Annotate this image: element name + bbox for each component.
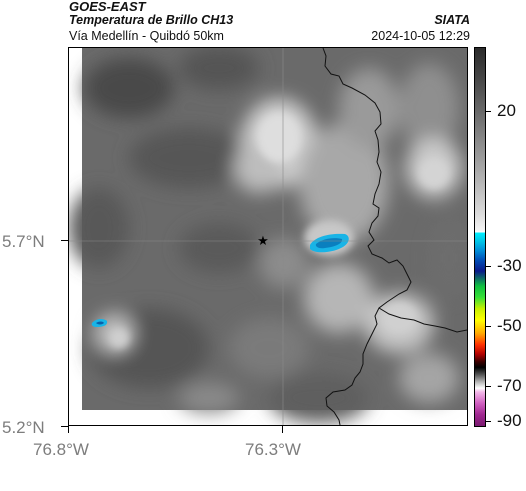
- brightness-field: [69, 48, 467, 423]
- colorbar-tick: [486, 326, 491, 327]
- colorbar-tick: [486, 386, 491, 387]
- colorbar-label: -70: [497, 376, 522, 395]
- map-panel[interactable]: ★: [68, 47, 468, 426]
- border-line-east: [378, 307, 467, 333]
- colorbar-tick: [486, 266, 491, 267]
- lon-tick: [282, 426, 283, 433]
- colorbar-tick: [486, 111, 491, 112]
- latitude-label: 5.2°N: [2, 418, 45, 437]
- colorbar-tick: [486, 421, 491, 422]
- colorbar: [474, 47, 486, 427]
- lat-tick: [61, 240, 68, 241]
- latitude-label: 5.7°N: [2, 232, 45, 251]
- colorbar-label: 20: [497, 101, 516, 120]
- longitude-label: 76.3°W: [245, 440, 301, 459]
- border-line: [322, 48, 412, 425]
- organization-label: SIATA: [434, 13, 470, 27]
- satellite-image: ★: [69, 48, 467, 425]
- satellite-name: GOES-EAST: [69, 0, 146, 14]
- product-title: Temperatura de Brillo CH13: [69, 13, 234, 27]
- region-label: Vía Medellín - Quibdó 50km: [69, 29, 224, 43]
- star-icon: ★: [257, 234, 269, 249]
- lon-tick: [68, 426, 69, 433]
- colorbar-label: -50: [497, 316, 522, 335]
- longitude-label: 76.8°W: [33, 440, 89, 459]
- cold-cloud-cluster: [91, 233, 349, 327]
- colorbar-label: -30: [497, 256, 522, 275]
- datetime-label: 2024-10-05 12:29: [371, 29, 470, 43]
- lat-tick: [61, 426, 68, 427]
- colorbar-label: -90: [497, 411, 522, 430]
